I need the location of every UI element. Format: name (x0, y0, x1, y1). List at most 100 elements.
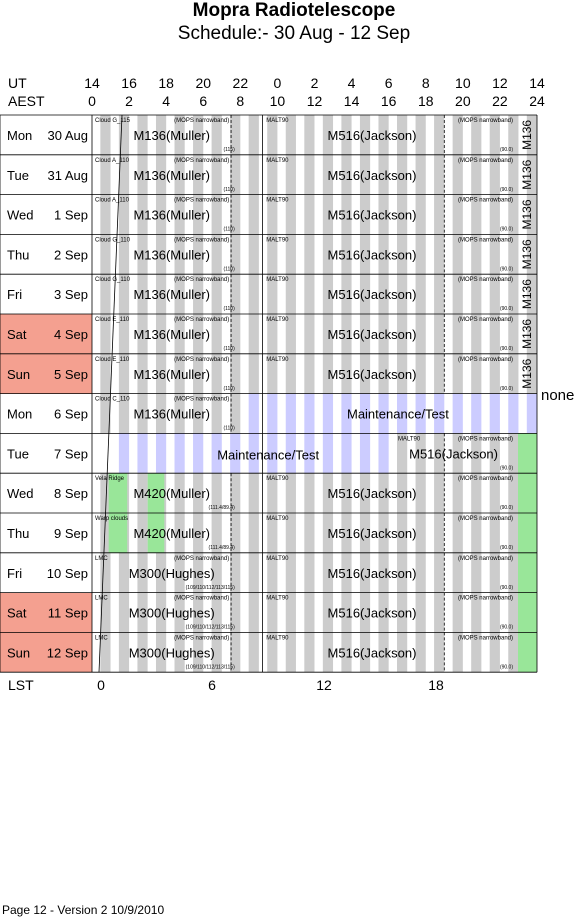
schedule-stripe (285, 314, 296, 354)
schedule-stripe (285, 513, 296, 553)
schedule-stripe (267, 393, 278, 434)
row-day-label: Mon (7, 128, 32, 143)
cell-freq-label: (109/110/112/113/115) (186, 625, 235, 631)
row-date-label: 10 Sep (47, 566, 88, 581)
row-date-label: 11 Sep (48, 606, 88, 621)
schedule-stripe (322, 552, 334, 593)
schedule-stripe (434, 513, 445, 553)
schedule-stripe (211, 632, 222, 673)
ut-tick: 20 (195, 75, 212, 91)
cell-freq2-label: (90.0) (500, 465, 513, 471)
schedule-stripe (174, 473, 185, 513)
schedule-stripe (378, 353, 389, 394)
schedule-stripe (341, 234, 352, 275)
schedule-stripe (230, 433, 241, 474)
row-date-label: 5 Sep (54, 367, 88, 382)
lst-tick: 12 (316, 677, 332, 693)
lst-tick: 6 (208, 677, 216, 693)
cell-vertical-label: M136 (520, 239, 534, 269)
schedule-stripe (322, 353, 334, 394)
cell-mops-label: (MOPS narrowband) (174, 357, 229, 363)
schedule-stripe (471, 592, 482, 633)
schedule-stripe (489, 433, 500, 474)
schedule-stripe (174, 513, 185, 553)
cell-project-label: M136(Muller) (133, 367, 210, 382)
schedule-stripe (304, 234, 315, 275)
schedule-stripe (508, 194, 519, 235)
schedule-stripe (304, 632, 315, 673)
schedule-stripe (378, 632, 389, 673)
row-date-label: 12 Sep (47, 645, 88, 660)
schedule-stripe (100, 234, 111, 275)
cell-project2-label: M516(Jackson) (328, 287, 417, 302)
cell-freq-label: (110) (223, 386, 235, 392)
schedule-stripe (137, 632, 148, 673)
schedule-stripe (193, 552, 204, 593)
aest-tick: 14 (343, 93, 360, 109)
schedule-stripe (322, 234, 334, 275)
schedule-stripe (174, 632, 185, 673)
schedule-stripe (341, 632, 352, 673)
row-date-label: 8 Sep (54, 486, 88, 501)
ut-tick: 22 (232, 75, 249, 91)
schedule-stripe (434, 194, 445, 235)
schedule-stripe (248, 513, 259, 553)
schedule-stripe (471, 393, 482, 434)
cell-freq-label: (110) (223, 227, 235, 233)
schedule-stripe (341, 194, 352, 235)
cell-mops2-label: (MOPS narrowband) (458, 476, 513, 482)
schedule-stripe (193, 234, 204, 275)
schedule-stripe (193, 473, 204, 513)
schedule-stripe (155, 632, 167, 673)
schedule-stripe (452, 115, 463, 155)
schedule-stripe (248, 194, 259, 235)
schedule-stripe (285, 393, 296, 434)
schedule-stripe (248, 115, 259, 155)
schedule-stripe (378, 194, 389, 235)
cell-mops2-label: (MOPS narrowband) (458, 596, 513, 602)
schedule-stripe (452, 552, 463, 593)
schedule-stripe (137, 115, 148, 155)
schedule-stripe (489, 353, 500, 394)
schedule-stripe (230, 115, 241, 155)
cell-malt-label: MALT90 (266, 357, 289, 363)
ut-tick: 8 (421, 75, 430, 91)
cell-mops-label: (MOPS narrowband) (174, 118, 229, 124)
schedule-stripe (508, 353, 519, 394)
schedule-stripe (155, 194, 167, 235)
schedule-stripe (100, 115, 111, 155)
cell-malt-label: MALT90 (398, 436, 421, 442)
schedule-stripe (489, 314, 500, 354)
cell-mops2-label: (MOPS narrowband) (458, 635, 513, 641)
aest-tick: 24 (529, 93, 545, 109)
schedule-stripe (230, 592, 241, 633)
schedule-stripe (359, 115, 371, 155)
schedule-stripe (452, 314, 463, 354)
schedule-stripe (397, 433, 408, 474)
schedule-stripe (118, 115, 130, 155)
schedule-stripe (526, 115, 537, 155)
green-block (518, 513, 537, 553)
cell-project2-label: M516(Jackson) (328, 606, 417, 621)
schedule-stripe (341, 592, 352, 633)
schedule-stripe (489, 513, 500, 553)
schedule-stripe (118, 314, 130, 354)
lst-axis-label: LST (8, 677, 34, 693)
row-date-label: 7 Sep (54, 446, 88, 461)
cell-project2-label: M516(Jackson) (328, 566, 417, 581)
schedule-stripe (304, 194, 315, 235)
schedule-stripe (100, 353, 111, 394)
schedule-stripe (378, 513, 389, 553)
schedule-stripe (174, 433, 185, 474)
cell-freq2-label: (90.0) (500, 386, 513, 392)
schedule-stripe (304, 353, 315, 394)
schedule-stripe (359, 632, 371, 673)
schedule-stripe (193, 592, 204, 633)
schedule-stripe (341, 513, 352, 553)
schedule-stripe (359, 393, 371, 434)
schedule-stripe (434, 353, 445, 394)
schedule-stripe (285, 234, 296, 275)
schedule-stripe (489, 552, 500, 593)
cell-mops-label: (MOPS narrowband) (174, 635, 229, 641)
schedule-stripe (137, 234, 148, 275)
